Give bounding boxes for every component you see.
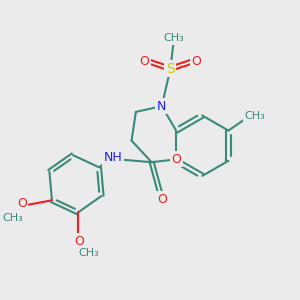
- Text: CH₃: CH₃: [163, 33, 184, 43]
- Text: CH₃: CH₃: [79, 248, 99, 258]
- Text: S: S: [166, 62, 175, 76]
- Text: NH: NH: [103, 152, 122, 164]
- Text: O: O: [157, 193, 167, 206]
- Text: O: O: [140, 55, 149, 68]
- Text: O: O: [191, 55, 201, 68]
- Text: O: O: [74, 235, 84, 248]
- Text: CH₃: CH₃: [245, 111, 266, 121]
- Text: N: N: [157, 100, 167, 112]
- Text: O: O: [171, 153, 181, 166]
- Text: O: O: [17, 197, 27, 210]
- Text: CH₃: CH₃: [3, 213, 23, 223]
